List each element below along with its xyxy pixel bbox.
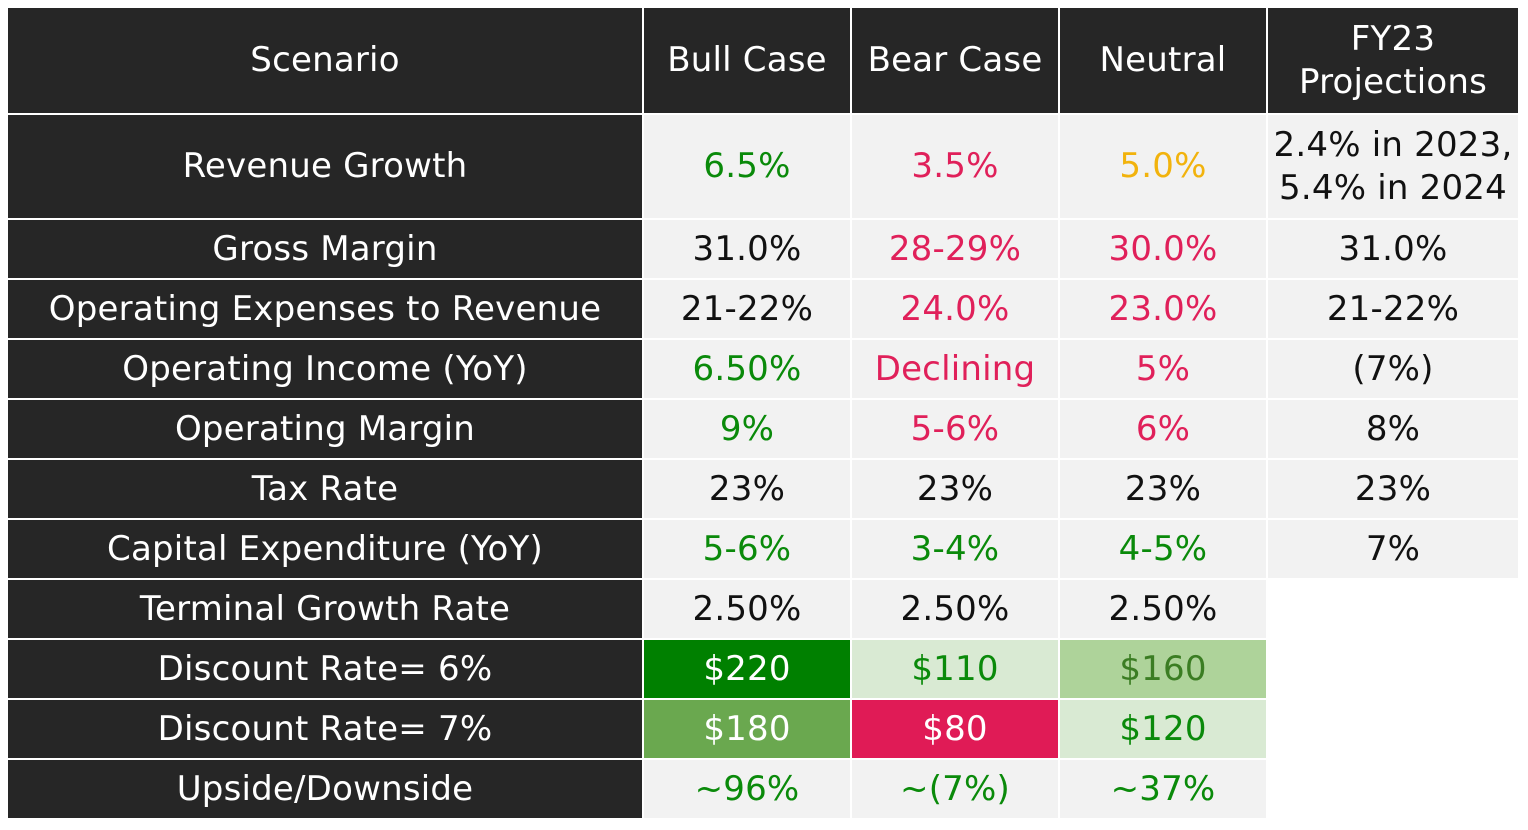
cell-operating-expenses-to-revenue-neutral: 23.0% [1060,280,1266,338]
row-label-gross-margin: Gross Margin [8,220,642,278]
header-neutral: Neutral [1060,8,1266,113]
cell-tax-rate-neutral: 23% [1060,460,1266,518]
cell-operating-expenses-to-revenue-fy23: 21-22% [1268,280,1518,338]
cell-capital-expenditure-yoy-bear: 3-4% [852,520,1058,578]
row-label-operating-income-yoy: Operating Income (YoY) [8,340,642,398]
row-label-tax-rate: Tax Rate [8,460,642,518]
cell-gross-margin-bear: 28-29% [852,220,1058,278]
cell-operating-expenses-to-revenue-bull: 21-22% [644,280,850,338]
row-label-revenue-growth: Revenue Growth [8,115,642,218]
cell-tax-rate-bull: 23% [644,460,850,518]
header-bull: Bull Case [644,8,850,113]
row-label-terminal-growth-rate: Terminal Growth Rate [8,580,642,638]
header-fy23: FY23 Projections [1268,8,1518,113]
cell-operating-margin-fy23: 8% [1268,400,1518,458]
cell-terminal-growth-rate-bull: 2.50% [644,580,850,638]
row-label-upside-downside: Upside/Downside [8,760,642,818]
cell-upside-downside-bear: ~(7%) [852,760,1058,818]
row-label-discount-rate-7: Discount Rate= 7% [8,700,642,758]
cell-discount-rate-6-bear: $110 [852,640,1058,698]
cell-upside-downside-neutral: ~37% [1060,760,1266,818]
cell-gross-margin-bull: 31.0% [644,220,850,278]
row-label-capital-expenditure-yoy: Capital Expenditure (YoY) [8,520,642,578]
cell-capital-expenditure-yoy-bull: 5-6% [644,520,850,578]
header-scenario: Scenario [8,8,642,113]
cell-terminal-growth-rate-bear: 2.50% [852,580,1058,638]
cell-discount-rate-6-neutral: $160 [1060,640,1266,698]
cell-operating-income-yoy-fy23: (7%) [1268,340,1518,398]
row-label-operating-margin: Operating Margin [8,400,642,458]
cell-tax-rate-fy23: 23% [1268,460,1518,518]
row-label-operating-expenses-to-revenue: Operating Expenses to Revenue [8,280,642,338]
cell-capital-expenditure-yoy-neutral: 4-5% [1060,520,1266,578]
cell-discount-rate-7-neutral: $120 [1060,700,1266,758]
cell-upside-downside-bull: ~96% [644,760,850,818]
cell-revenue-growth-fy23: 2.4% in 2023, 5.4% in 2024 [1268,115,1518,218]
row-label-discount-rate-6: Discount Rate= 6% [8,640,642,698]
cell-operating-margin-bear: 5-6% [852,400,1058,458]
cell-operating-expenses-to-revenue-bear: 24.0% [852,280,1058,338]
cell-capital-expenditure-yoy-fy23: 7% [1268,520,1518,578]
cell-revenue-growth-neutral: 5.0% [1060,115,1266,218]
cell-operating-margin-bull: 9% [644,400,850,458]
cell-gross-margin-fy23: 31.0% [1268,220,1518,278]
cell-discount-rate-7-bull: $180 [644,700,850,758]
cell-operating-income-yoy-bear: Declining [852,340,1058,398]
cell-operating-income-yoy-neutral: 5% [1060,340,1266,398]
cell-operating-income-yoy-bull: 6.50% [644,340,850,398]
cell-discount-rate-7-bear: $80 [852,700,1058,758]
cell-gross-margin-neutral: 30.0% [1060,220,1266,278]
cell-terminal-growth-rate-neutral: 2.50% [1060,580,1266,638]
cell-operating-margin-neutral: 6% [1060,400,1266,458]
cell-revenue-growth-bear: 3.5% [852,115,1058,218]
header-bear: Bear Case [852,8,1058,113]
cell-tax-rate-bear: 23% [852,460,1058,518]
cell-discount-rate-6-bull: $220 [644,640,850,698]
cell-revenue-growth-bull: 6.5% [644,115,850,218]
